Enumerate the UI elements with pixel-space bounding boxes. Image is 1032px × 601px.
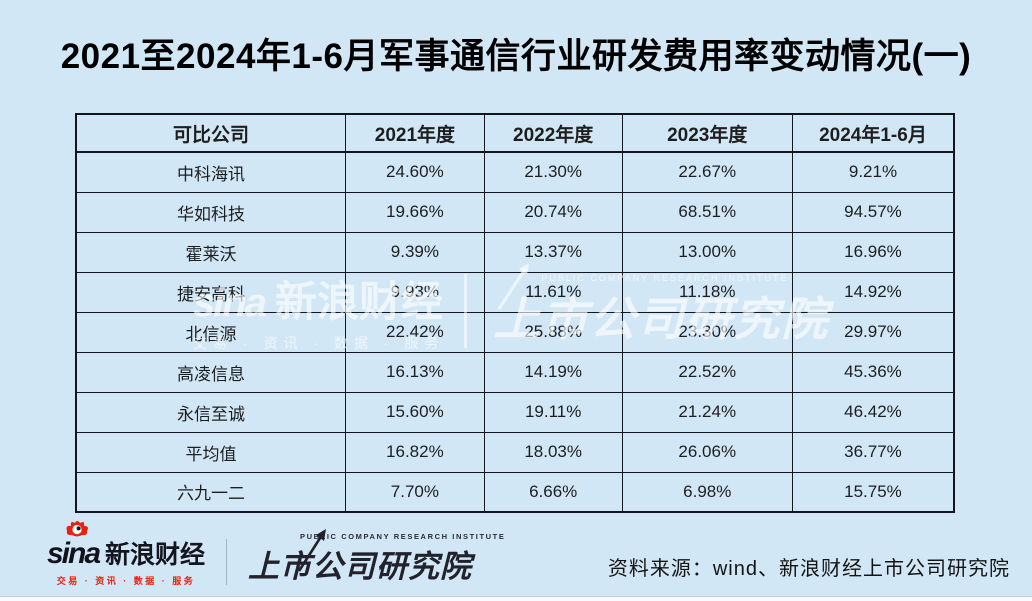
value-cell: 18.03% — [483, 431, 623, 473]
value-cell: 26.06% — [621, 431, 793, 473]
institute-name-cn-text: 上市公司研究院 — [248, 549, 472, 584]
value-cell: 9.39% — [345, 231, 485, 273]
value-cell: 45.36% — [791, 351, 955, 393]
value-cell: 21.24% — [621, 391, 793, 433]
value-cell: 13.37% — [483, 231, 623, 273]
data-source-text: 资料来源：wind、新浪财经上市公司研究院 — [607, 558, 1010, 580]
value-cell: 68.51% — [621, 191, 793, 233]
value-cell: 6.66% — [483, 471, 623, 513]
company-name-cell: 霍莱沃 — [75, 231, 347, 273]
company-name-cell: 中科海讯 — [75, 151, 347, 193]
table-row: 中科海讯 24.60% 21.30% 22.67% 9.21% — [75, 151, 955, 193]
value-cell: 16.13% — [345, 351, 485, 393]
column-header-0: 可比公司 — [75, 113, 347, 153]
value-cell: 14.19% — [483, 351, 623, 393]
table-row: 高凌信息 16.13% 14.19% 22.52% 45.36% — [75, 351, 955, 393]
column-header-2: 2022年度 — [483, 113, 623, 153]
column-header-4: 2024年1-6月 — [791, 113, 955, 153]
value-cell: 15.75% — [791, 471, 955, 513]
table-row: 霍莱沃 9.39% 13.37% 13.00% 16.96% — [75, 231, 955, 273]
table-row: 平均值 16.82% 18.03% 26.06% 36.77% — [75, 431, 955, 473]
sina-wordmark: sina — [46, 537, 101, 570]
table-row: 六九一二 7.70% 6.66% 6.98% 15.75% — [75, 471, 955, 513]
page-title: 2021至2024年1-6月军事通信行业研发费用率变动情况(一) — [60, 37, 972, 76]
value-cell: 16.96% — [791, 231, 955, 273]
sina-eye-icon — [64, 519, 90, 542]
table-row: 北信源 22.42% 25.88% 23.30% 29.97% — [75, 311, 955, 353]
column-header-3: 2023年度 — [621, 113, 793, 153]
footer-logo-divider — [226, 539, 227, 585]
table-header-row: 可比公司 2021年度 2022年度 2023年度 2024年1-6月 — [75, 113, 955, 153]
institute-name-cn: 上市公司研究院 — [248, 529, 505, 586]
value-cell: 22.52% — [621, 351, 793, 393]
value-cell: 20.74% — [483, 191, 623, 233]
company-name-cell: 高凌信息 — [75, 351, 347, 393]
value-cell: 23.30% — [621, 311, 793, 353]
value-cell: 29.97% — [791, 311, 955, 353]
company-name-cell: 捷安高科 — [75, 271, 347, 313]
sina-finance-name: 新浪财经 — [105, 541, 206, 569]
value-cell: 19.11% — [483, 391, 623, 433]
institute-name-en: PUBLIC COMPANY RESEARCH INSTITUTE — [300, 532, 506, 541]
value-cell: 24.60% — [345, 151, 485, 193]
value-cell: 94.57% — [791, 191, 955, 233]
company-name-cell: 六九一二 — [75, 471, 347, 513]
value-cell: 7.70% — [345, 471, 485, 513]
value-cell: 9.21% — [791, 151, 955, 193]
table-row: 华如科技 19.66% 20.74% 68.51% 94.57% — [75, 191, 955, 233]
value-cell: 21.30% — [483, 151, 623, 193]
institute-logo: PUBLIC COMPANY RESEARCH INSTITUTE 上市公司研究… — [248, 529, 506, 586]
value-cell: 11.61% — [483, 271, 623, 313]
bottom-strip — [0, 596, 1032, 601]
value-cell: 14.92% — [791, 271, 955, 313]
value-cell: 46.42% — [791, 391, 955, 433]
value-cell: 6.98% — [621, 471, 793, 513]
value-cell: 15.60% — [345, 391, 485, 433]
value-cell: 9.93% — [345, 271, 485, 313]
company-name-cell: 平均值 — [75, 431, 347, 473]
table-row: 捷安高科 9.93% 11.61% 11.18% 14.92% — [75, 271, 955, 313]
company-name-cell: 永信至诚 — [75, 391, 347, 433]
footer: sina 新浪财经 交易 · 资讯 · 数据 · 服务 PUBLIC COMPA… — [0, 521, 1032, 601]
sina-tagline: 交易 · 资讯 · 数据 · 服务 — [56, 576, 196, 586]
column-header-1: 2021年度 — [345, 113, 485, 153]
company-name-cell: 北信源 — [75, 311, 347, 353]
value-cell: 36.77% — [791, 431, 955, 473]
value-cell: 13.00% — [621, 231, 793, 273]
value-cell: 22.42% — [345, 311, 485, 353]
table-row: 永信至诚 15.60% 19.11% 21.24% 46.42% — [75, 391, 955, 433]
value-cell: 11.18% — [621, 271, 793, 313]
value-cell: 22.67% — [621, 151, 793, 193]
value-cell: 16.82% — [345, 431, 485, 473]
value-cell: 25.88% — [483, 311, 623, 353]
sina-finance-logo: sina 新浪财经 交易 · 资讯 · 数据 · 服务 — [36, 521, 216, 587]
company-name-cell: 华如科技 — [75, 191, 347, 233]
rd-expense-rate-table: 可比公司 2021年度 2022年度 2023年度 2024年1-6月 中科海讯 24.6… — [75, 113, 955, 513]
value-cell: 19.66% — [345, 191, 485, 233]
institute-arrow-icon — [294, 527, 334, 583]
table-body: 中科海讯 24.60% 21.30% 22.67% 9.21% 华如科技 19.66% 20.… — [75, 151, 955, 513]
